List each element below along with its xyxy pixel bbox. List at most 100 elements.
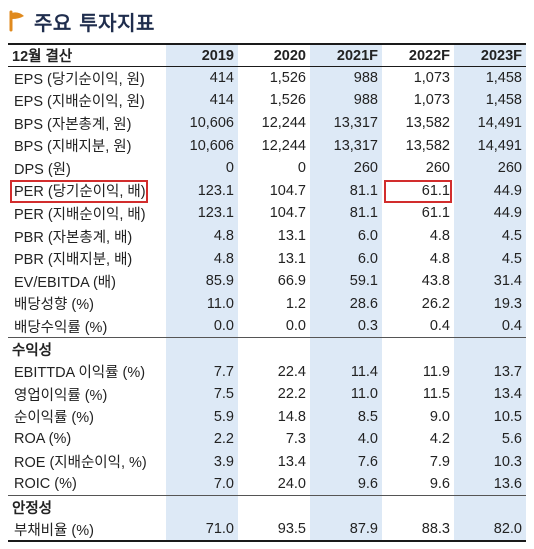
section-filler-cell	[238, 496, 310, 519]
investment-indicators-table: 12월 결산 2019 2020 2021F 2022F 2023F EPS (…	[8, 43, 526, 542]
value-cell: 260	[425, 160, 450, 177]
value-cell: 4.5	[454, 224, 526, 248]
value-cell: 59.1	[310, 269, 382, 293]
value-cell: 988	[310, 66, 382, 90]
row-label: EBITTDA 이익률 (%)	[14, 365, 146, 382]
value-cell: 14.8	[277, 408, 306, 425]
row-label: PER (당기순이익, 배)	[14, 184, 146, 201]
section-filler-cell	[238, 338, 310, 361]
value-cell: 0.4	[429, 318, 450, 335]
value-cell: 7.6	[310, 450, 382, 474]
value-cell: 11.4	[310, 360, 382, 383]
table-row: 영업이익률 (%) 7.5 22.2 11.0 11.5 13.4	[8, 382, 526, 406]
row-label: PBR (자본총계, 배)	[14, 229, 133, 246]
year-header: 2022F	[408, 47, 450, 64]
section-filler-cell	[454, 337, 526, 361]
year-header: 2020	[273, 47, 306, 64]
value-cell: 1,526	[269, 70, 306, 87]
value-cell: 1.2	[285, 295, 306, 312]
value-cell: 88.3	[421, 521, 450, 538]
table-row: 배당수익률 (%) 0.0 0.0 0.3 0.4 0.4	[8, 315, 526, 338]
section-filler-cell	[310, 495, 382, 519]
value-cell: 44.9	[454, 202, 526, 225]
table-row: EV/EBITDA (배) 85.9 66.9 59.1 43.8 31.4	[8, 269, 526, 293]
year-header: 2021F	[310, 44, 382, 67]
table-row: PBR (지배지분, 배) 4.8 13.1 6.0 4.8 4.5	[8, 247, 526, 270]
row-label: EPS (지배순이익, 원)	[14, 93, 145, 110]
value-cell: 414	[166, 66, 238, 90]
value-cell: 81.1	[310, 179, 382, 203]
section-title: 안정성	[12, 500, 53, 517]
value-cell: 61.1	[421, 205, 450, 222]
value-cell: 12,244	[261, 115, 306, 132]
table-row: BPS (지배지분, 원) 10,606 12,244 13,317 13,582 14,…	[8, 134, 526, 157]
value-cell: 260	[310, 156, 382, 180]
value-cell: 414	[166, 89, 238, 112]
value-cell: 0.0	[285, 318, 306, 335]
value-cell: 0.0	[166, 315, 238, 338]
value-cell: 28.6	[310, 292, 382, 316]
row-label: EPS (당기순이익, 원)	[14, 71, 145, 88]
value-cell: 44.9	[454, 179, 526, 203]
value-cell: 22.4	[277, 363, 306, 380]
value-cell: 4.0	[310, 428, 382, 451]
value-cell: 71.0	[166, 518, 238, 542]
value-cell: 4.2	[429, 431, 450, 448]
value-cell: 61.1	[421, 182, 450, 199]
value-cell: 1,458	[454, 66, 526, 90]
value-cell: 1,073	[413, 70, 450, 87]
value-cell: 13.7	[454, 360, 526, 383]
value-cell: 1,458	[454, 89, 526, 112]
value-cell: 4.8	[429, 228, 450, 245]
value-cell: 13,582	[405, 115, 450, 132]
table-body: EPS (당기순이익, 원) 414 1,526 988 1,073 1,458 EPS (…	[8, 66, 526, 542]
value-cell: 13.1	[277, 228, 306, 245]
value-cell: 31.4	[454, 269, 526, 293]
value-cell: 11.9	[422, 363, 450, 380]
table-row: BPS (자본총계, 원) 10,606 12,244 13,317 13,582 14,…	[8, 111, 526, 135]
header-label: 12월 결산	[12, 49, 73, 66]
value-cell: 81.1	[310, 202, 382, 225]
value-cell: 3.9	[166, 450, 238, 474]
value-cell: 123.1	[166, 179, 238, 203]
value-cell: 0.3	[310, 315, 382, 338]
value-cell: 7.7	[166, 360, 238, 383]
bookmark-flag-icon	[8, 10, 28, 32]
value-cell: 123.1	[166, 202, 238, 225]
table-row: PBR (자본총계, 배) 4.8 13.1 6.0 4.8 4.5	[8, 224, 526, 248]
value-cell: 1,073	[413, 92, 450, 109]
row-label: 배당성향 (%)	[14, 297, 94, 314]
row-label: BPS (지배지분, 원)	[14, 139, 132, 156]
value-cell: 6.0	[310, 247, 382, 270]
table-row: PER (당기순이익, 배) 123.1 104.7 81.1 61.1 44.9	[8, 179, 526, 203]
table-row: EPS (당기순이익, 원) 414 1,526 988 1,073 1,458	[8, 66, 526, 90]
value-cell: 2.2	[166, 428, 238, 451]
row-label: EV/EBITDA (배)	[14, 274, 116, 291]
value-cell: 13,317	[310, 111, 382, 135]
table-row: 배당성향 (%) 11.0 1.2 28.6 26.2 19.3	[8, 292, 526, 316]
table-row: ROE (지배순이익, %) 3.9 13.4 7.6 7.9 10.3	[8, 450, 526, 474]
value-cell: 22.2	[277, 386, 306, 403]
row-label: ROA (%)	[14, 431, 72, 448]
table-row: 부채비율 (%) 71.0 93.5 87.9 88.3 82.0	[8, 518, 526, 542]
table-row: ROA (%) 2.2 7.3 4.0 4.2 5.6	[8, 428, 526, 451]
row-label: BPS (자본총계, 원)	[14, 116, 132, 133]
value-cell: 14,491	[454, 111, 526, 135]
value-cell: 4.5	[454, 247, 526, 270]
page-title: 주요 투자지표	[34, 10, 155, 35]
value-cell: 10,606	[166, 111, 238, 135]
table-row: DPS (원) 0 0 260 260 260	[8, 156, 526, 180]
row-label: ROIC (%)	[14, 476, 77, 493]
row-label: PBR (지배지분, 배)	[14, 252, 133, 269]
value-cell: 14,491	[454, 134, 526, 157]
value-cell: 24.0	[277, 476, 306, 493]
value-cell: 87.9	[310, 518, 382, 542]
value-cell: 6.0	[310, 224, 382, 248]
section-filler-cell	[454, 495, 526, 519]
value-cell: 7.9	[429, 453, 450, 470]
table-row: EBITTDA 이익률 (%) 7.7 22.4 11.4 11.9 13.7	[8, 360, 526, 383]
section-filler-cell	[382, 496, 454, 519]
table-row: ROIC (%) 7.0 24.0 9.6 9.6 13.6	[8, 473, 526, 496]
section-filler-cell	[166, 495, 238, 519]
row-label: DPS (원)	[14, 161, 71, 178]
